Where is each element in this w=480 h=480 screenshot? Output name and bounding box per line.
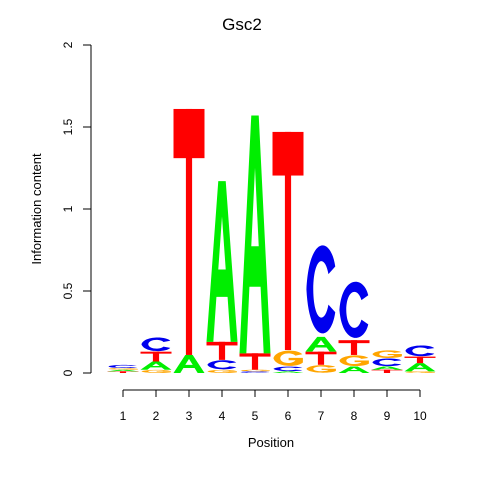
letter-g-position-6 — [273, 350, 303, 366]
letter-t-position-6 — [272, 131, 304, 351]
letter-g-position-5 — [240, 369, 270, 372]
x-tick-label: 5 — [252, 409, 259, 423]
x-axis-label: Position — [248, 435, 294, 450]
chart-title: Gsc2 — [222, 15, 262, 34]
y-axis: 0 0.5 1 1.5 2 — [61, 41, 92, 376]
letter-c-position-5 — [240, 371, 270, 373]
letter-a-position-9 — [371, 366, 403, 370]
letter-a-position-1 — [107, 369, 139, 372]
letter-c-position-10 — [405, 345, 435, 357]
x-tick-label: 2 — [153, 409, 160, 423]
letter-t-position-4 — [206, 341, 238, 360]
x-tick-label: 3 — [186, 409, 193, 423]
letter-c-position-7 — [306, 245, 336, 334]
letter-g-position-2 — [141, 369, 171, 373]
y-tick-label: 1.5 — [61, 118, 75, 135]
letter-a-position-8 — [338, 366, 370, 373]
letter-t-position-3 — [173, 108, 205, 355]
letter-a-position-10 — [404, 363, 436, 372]
x-tick-label: 7 — [318, 409, 325, 423]
letter-a-position-5 — [239, 115, 271, 354]
letter-a-position-4 — [206, 181, 238, 342]
letter-a-position-7 — [305, 336, 337, 352]
letter-g-position-9 — [372, 350, 402, 358]
x-tick-label: 9 — [384, 409, 391, 423]
x-tick-label: 1 — [120, 409, 127, 423]
y-tick-label: 2 — [61, 41, 75, 48]
x-tick-label: 10 — [413, 409, 427, 423]
x-tick-label: 8 — [351, 409, 358, 423]
logo-letters — [107, 108, 436, 373]
letter-c-position-1 — [108, 364, 138, 368]
x-tick-label: 4 — [219, 409, 226, 423]
letter-c-position-8 — [339, 281, 369, 338]
letter-t-position-1 — [107, 371, 139, 373]
letter-t-position-9 — [371, 369, 403, 373]
letter-t-position-2 — [140, 351, 172, 362]
letter-g-position-10 — [405, 371, 435, 373]
x-axis: 1 2 3 4 5 6 7 8 9 10 — [120, 389, 427, 423]
letter-t-position-8 — [338, 340, 370, 355]
letter-a-position-6 — [272, 371, 304, 373]
letter-g-position-1 — [108, 368, 138, 370]
letter-t-position-5 — [239, 353, 271, 370]
y-tick-label: 1 — [61, 205, 75, 212]
letter-g-position-4 — [207, 369, 237, 373]
letter-a-position-2 — [140, 361, 172, 370]
letter-g-position-7 — [306, 365, 336, 373]
letter-c-position-9 — [372, 358, 402, 367]
letter-t-position-10 — [404, 356, 436, 364]
letter-a-position-3 — [173, 354, 205, 373]
letter-c-position-6 — [273, 366, 303, 372]
y-tick-label: 0.5 — [61, 282, 75, 299]
x-tick-label: 6 — [285, 409, 292, 423]
letter-g-position-8 — [339, 355, 369, 367]
letter-c-position-4 — [207, 360, 237, 370]
letter-t-position-7 — [305, 351, 337, 365]
y-axis-label: Information content — [29, 153, 44, 265]
letter-c-position-2 — [141, 337, 171, 352]
y-tick-label: 0 — [61, 369, 75, 376]
